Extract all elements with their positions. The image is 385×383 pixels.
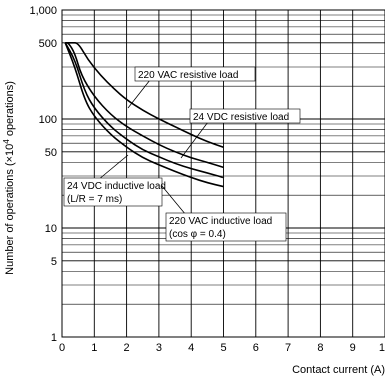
x-tick-label: 6 <box>253 342 259 354</box>
series-group <box>64 42 224 188</box>
y-axis-label-main: Number of operations (×10 <box>4 144 16 275</box>
annotation-box <box>189 108 301 124</box>
x-tick-label: 0 <box>59 342 65 354</box>
series-line-3 <box>64 42 224 179</box>
y-axis-label-tail: operations) <box>4 81 16 139</box>
y-tick-label: 1,000 <box>29 5 57 17</box>
annotation-a4: 220 VAC inductive load (cos φ = 0.4) <box>161 185 287 242</box>
annotation-box <box>63 177 163 207</box>
annotation-text: (cos φ = 0.4) <box>169 229 226 240</box>
x-tick-label: 3 <box>156 342 162 354</box>
y-tick-label: 50 <box>45 147 57 159</box>
annotation-a1: 220 VAC resistive load <box>127 66 256 109</box>
x-tick-label: 4 <box>188 342 194 354</box>
annotation-box <box>165 212 287 242</box>
grid <box>62 10 385 337</box>
annotations: 220 VAC resistive load 24 VDC resistive l… <box>63 66 301 242</box>
y-tick-labels: 1 5 10 50 100 500 1,000 <box>29 5 57 344</box>
x-tick-label: 2 <box>124 342 130 354</box>
annotation-text: 24 VDC inductive load <box>67 181 166 192</box>
y-axis-label: Number of operations (×104 operations) <box>2 81 16 275</box>
series-line-2 <box>65 42 224 169</box>
annotation-a2: 24 VDC resistive load <box>180 108 301 159</box>
x-axis-label: Contact current (A) <box>292 364 385 376</box>
y-tick-label: 100 <box>39 114 57 126</box>
plot-frame <box>61 9 385 338</box>
annotation-text: 24 VDC resistive load <box>193 112 289 123</box>
y-tick-label: 1 <box>51 332 57 344</box>
x-tick-label: 8 <box>317 342 323 354</box>
series-line-4 <box>64 42 224 188</box>
x-tick-label: 10 <box>379 342 385 354</box>
annotation-leader <box>127 79 151 109</box>
y-tick-label: 5 <box>51 256 57 268</box>
annotation-leader <box>161 185 187 216</box>
annotation-text: (L/R = 7 ms) <box>67 194 122 205</box>
annotation-a3: 24 VDC inductive load (L/R = 7 ms) <box>63 154 166 207</box>
annotation-leader <box>97 154 129 181</box>
y-axis-label-superscript: 4 <box>2 139 11 144</box>
y-tick-label: 10 <box>45 223 57 235</box>
annotation-box <box>134 66 256 82</box>
y-tick-label: 500 <box>39 38 57 50</box>
annotation-leader <box>180 121 209 159</box>
series-line-1 <box>65 42 224 149</box>
x-tick-labels: 0 1 2 3 4 5 6 7 8 9 10 <box>59 342 385 354</box>
x-tick-label: 5 <box>220 342 226 354</box>
x-tick-label: 9 <box>350 342 356 354</box>
annotation-text: 220 VAC inductive load <box>169 216 272 227</box>
annotation-text: 220 VAC resistive load <box>138 70 238 81</box>
x-tick-label: 7 <box>285 342 291 354</box>
x-tick-label: 1 <box>91 342 97 354</box>
